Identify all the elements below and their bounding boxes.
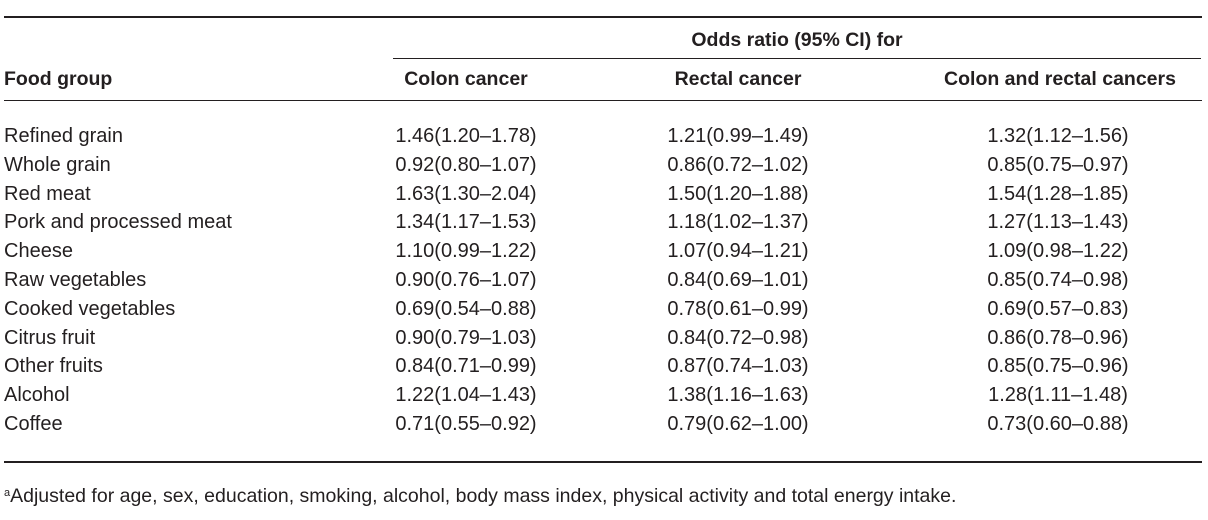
table-row: Pork and processed meat 1.34(1.17–1.53) 1.… [0,208,1208,237]
colon-and-rectal-cell: 1.32(1.12–1.56) [987,125,1129,147]
rectal-cancer-cell: 1.07(0.94–1.21) [667,240,809,263]
colon-and-rectal-cell: 1.09(0.98–1.22) [987,240,1129,263]
colon-cancer-cell: 1.46(1.20–1.78) [395,125,537,147]
table-top-rule [4,16,1202,18]
table-row: Coffee 0.71(0.55–0.92) 0.79(0.62–1.00) 0.73… [0,410,1208,439]
rectal-cancer-cell: 0.78(0.61–0.99) [667,297,809,320]
column-header-rectal-cancer: Rectal cancer [674,68,802,90]
rectal-cancer-cell: 1.18(1.02–1.37) [667,211,809,234]
span-header-rule [393,58,1201,59]
rectal-cancer-cell: 0.87(0.74–1.03) [667,355,809,378]
table-body: Refined grain 1.46(1.20–1.78) 1.21(0.99–1.… [0,122,1208,439]
column-header-colon-and-rectal-cancers: Colon and rectal cancers [944,68,1176,90]
colon-cancer-cell: 0.71(0.55–0.92) [395,412,537,435]
food-group-cell: Other fruits [4,355,103,378]
colon-cancer-cell: 0.92(0.80–1.07) [395,153,537,176]
table-row: Cheese 1.10(0.99–1.22) 1.07(0.94–1.21) 1.09… [0,237,1208,266]
odds-ratio-span-header: Odds ratio (95% CI) for [691,29,903,51]
colon-cancer-cell: 1.63(1.30–2.04) [395,182,537,205]
rectal-cancer-cell: 1.21(0.99–1.49) [667,125,809,147]
colon-cancer-cell: 0.69(0.54–0.88) [395,297,537,320]
footnote-text: Adjusted for age, sex, education, smokin… [10,485,957,507]
food-group-cell: Red meat [4,182,91,205]
food-group-cell: Whole grain [4,153,111,176]
table-row: Citrus fruit 0.90(0.79–1.03) 0.84(0.72–0.9… [0,324,1208,353]
colon-and-rectal-cell: 0.69(0.57–0.83) [987,297,1129,320]
colon-and-rectal-cell: 0.85(0.75–0.96) [987,355,1129,378]
colon-and-rectal-cell: 1.27(1.13–1.43) [987,211,1129,234]
rectal-cancer-cell: 1.50(1.20–1.88) [667,182,809,205]
column-header-colon-cancer: Colon cancer [404,68,528,90]
footnote: aAdjusted for age, sex, education, smoki… [4,483,956,509]
colon-and-rectal-cell: 0.85(0.75–0.97) [987,153,1129,176]
table-row: Red meat 1.63(1.30–2.04) 1.50(1.20–1.88) 1.… [0,180,1208,209]
rectal-cancer-cell: 0.84(0.69–1.01) [667,268,809,291]
header-bottom-rule [4,100,1202,101]
colon-and-rectal-cell: 1.28(1.11–1.48) [988,384,1128,407]
food-group-cell: Cheese [4,240,73,263]
colon-cancer-cell: 1.34(1.17–1.53) [395,211,537,234]
colon-cancer-cell: 0.84(0.71–0.99) [395,355,537,378]
food-group-cell: Raw vegetables [4,268,147,291]
colon-and-rectal-cell: 0.73(0.60–0.88) [987,412,1129,435]
food-group-cell: Pork and processed meat [4,211,232,234]
food-group-cell: Cooked vegetables [4,297,176,320]
colon-and-rectal-cell: 1.54(1.28–1.85) [987,182,1129,205]
table-row: Raw vegetables 0.90(0.76–1.07) 0.84(0.69–1… [0,266,1208,295]
column-header-food-group: Food group [4,68,113,90]
footnote-marker: a [4,487,11,499]
food-group-cell: Refined grain [4,125,123,147]
colon-cancer-cell: 1.22(1.04–1.43) [395,384,537,407]
rectal-cancer-cell: 0.86(0.72–1.02) [667,153,809,176]
table-row: Refined grain 1.46(1.20–1.78) 1.21(0.99–1.… [0,122,1208,151]
colon-cancer-cell: 0.90(0.76–1.07) [395,268,537,291]
colon-and-rectal-cell: 0.85(0.74–0.98) [987,268,1129,291]
table-row: Other fruits 0.84(0.71–0.99) 0.87(0.74–1.0… [0,352,1208,381]
food-group-cell: Alcohol [4,384,70,407]
food-group-cell: Coffee [4,412,63,435]
food-group-cell: Citrus fruit [4,326,96,349]
colon-and-rectal-cell: 0.86(0.78–0.96) [987,326,1129,349]
table-row: Whole grain 0.92(0.80–1.07) 0.86(0.72–1.02… [0,151,1208,180]
table-row: Cooked vegetables 0.69(0.54–0.88) 0.78(0.6… [0,295,1208,324]
rectal-cancer-cell: 0.79(0.62–1.00) [667,412,809,435]
rectal-cancer-cell: 1.38(1.16–1.63) [667,384,809,407]
colon-cancer-cell: 0.90(0.79–1.03) [395,326,537,349]
colon-cancer-cell: 1.10(0.99–1.22) [395,240,537,263]
table-row: Alcohol 1.22(1.04–1.43) 1.38(1.16–1.63) 1.2… [0,381,1208,410]
rectal-cancer-cell: 0.84(0.72–0.98) [667,326,809,349]
table-bottom-rule [4,461,1202,463]
